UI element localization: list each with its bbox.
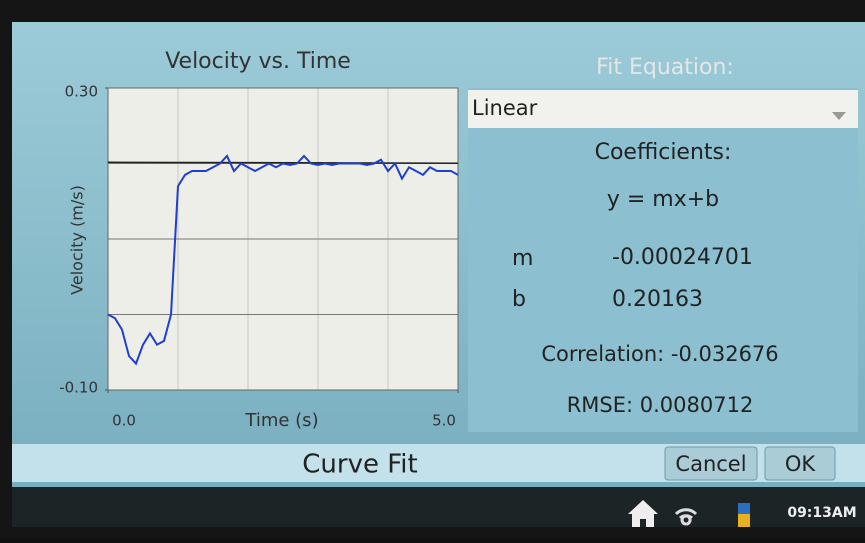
data-line — [107, 154, 459, 366]
x-axis-label: Time (s) — [244, 410, 318, 431]
m-value: -0.00024701 — [612, 245, 753, 270]
dropdown[interactable] — [468, 90, 858, 128]
dropdown-value[interactable]: Linear — [472, 96, 538, 120]
clock: 09:13AM — [787, 505, 856, 521]
b-label: b — [512, 287, 526, 312]
cancel-button[interactable] — [664, 446, 758, 481]
fit-panel — [468, 88, 858, 432]
status-bar — [12, 487, 865, 527]
dialog-title: Curve Fit — [302, 450, 417, 480]
wifi-icon — [674, 508, 698, 526]
coefficients-heading: Coefficients: — [595, 140, 732, 165]
correlation: Correlation: -0.032676 — [541, 342, 778, 366]
chart-title: Velocity vs. Time — [165, 49, 351, 74]
rmse: RMSE: 0.0080712 — [567, 393, 754, 417]
ok-button[interactable] — [764, 446, 836, 481]
y-tick-label: -0.10 — [59, 379, 98, 397]
ok-label[interactable]: OK — [785, 452, 817, 476]
fit-heading: Fit Equation: — [596, 55, 734, 80]
dropdown-arrow — [832, 112, 846, 120]
plot-frame — [107, 87, 459, 391]
x-tick-label: 0.0 — [112, 412, 136, 430]
y-axis-label: Velocity (m/s) — [68, 185, 87, 295]
x-tick-label: 5.0 — [432, 412, 456, 430]
m-label: m — [512, 246, 533, 271]
cancel-label[interactable]: Cancel — [675, 452, 746, 476]
home-icon[interactable] — [628, 500, 658, 527]
y-tick-label: 0.30 — [65, 83, 98, 101]
b-value: 0.20163 — [612, 287, 703, 312]
equation: y = mx+b — [607, 187, 719, 212]
battery-level — [738, 514, 750, 527]
